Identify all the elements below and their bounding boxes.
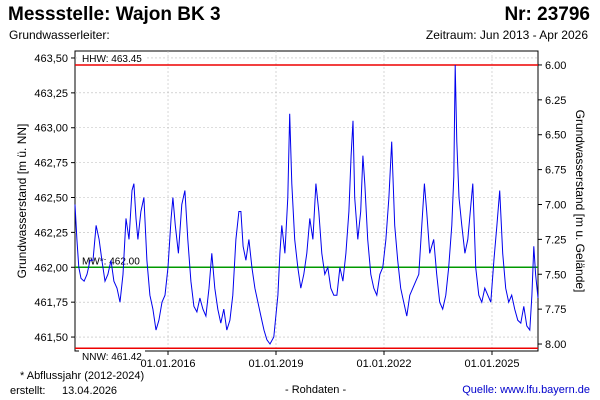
- aquifer-label: Grundwasserleiter:: [9, 28, 110, 42]
- y-tick-label-right: 6.75: [545, 165, 566, 177]
- reference-label-bg-hhw: [79, 51, 145, 64]
- groundwater-level-series: [74, 64, 539, 345]
- y-tick-label-right: 7.25: [545, 234, 566, 246]
- y-tick-label-right: 7.75: [545, 304, 566, 316]
- y-tick-label-right: 6.50: [545, 130, 566, 142]
- y-tick-label-left: 463,50: [34, 53, 68, 65]
- station-name: Messstelle: Wajon BK 3: [8, 4, 221, 25]
- y-axis-title-left: Grundwasserstand [m ü. NN]: [15, 124, 29, 279]
- y-tick-label-right: 6.00: [545, 60, 566, 72]
- x-tick-label: 01.01.2019: [248, 358, 303, 370]
- reference-label-nnw: NNW: 461.42: [82, 352, 142, 363]
- y-tick-label-left: 462,50: [34, 193, 68, 205]
- created-label: erstellt:: [10, 385, 46, 397]
- reference-label-bg-nnw: [79, 350, 145, 363]
- y-tick-label-right: 7.50: [545, 269, 566, 281]
- y-axis-title-right: Grundwasserstand [m u. Gelände]: [573, 110, 587, 293]
- y-tick-label-left: 462,25: [34, 227, 68, 239]
- y-tick-label-right: 7.00: [545, 199, 566, 211]
- y-tick-label-left: 461,75: [34, 297, 68, 309]
- axis-layer: 461,50 461,75 462,00 462,25 462,50 462,75 463,…: [34, 53, 566, 370]
- reference-label-hhw: HHW: 463.45: [82, 54, 142, 65]
- data-status: - Rohdaten -: [285, 384, 347, 396]
- footnote: * Abflussjahr (2012-2024): [20, 370, 145, 382]
- y-tick-label-left: 462,75: [34, 158, 68, 170]
- y-tick-label-right: 8.00: [545, 339, 566, 351]
- x-tick-label: 01.01.2022: [356, 358, 411, 370]
- period-label: Zeitraum: Jun 2013 - Apr 2026: [425, 28, 588, 42]
- y-tick-label-left: 462,00: [34, 262, 68, 274]
- y-tick-label-right: 6.25: [545, 95, 566, 107]
- y-tick-label-left: 463,25: [34, 88, 68, 100]
- station-number: Nr: 23796: [504, 4, 590, 25]
- x-tick-label: 01.01.2025: [464, 358, 519, 370]
- x-tick-label: 01.01.2016: [140, 358, 195, 370]
- source-link[interactable]: Quelle: www.lfu.bayern.de: [462, 384, 590, 396]
- y-tick-label-left: 461,50: [34, 332, 68, 344]
- plot-area: [74, 50, 539, 352]
- y-tick-label-left: 463,00: [34, 123, 68, 135]
- created-date: 13.04.2026: [62, 385, 118, 397]
